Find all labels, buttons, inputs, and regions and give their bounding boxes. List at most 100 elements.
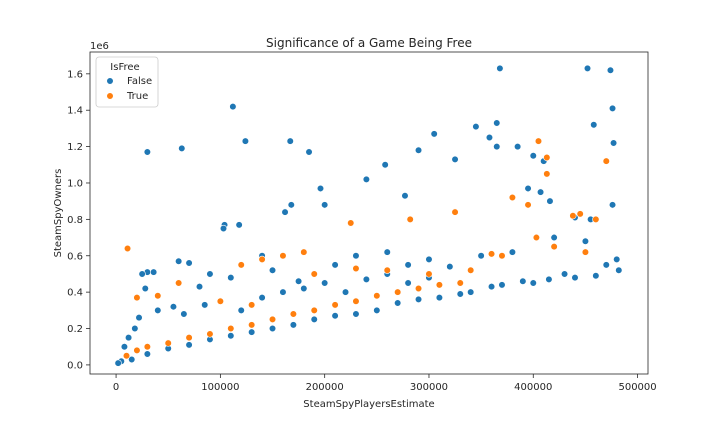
scatter-point-false (281, 208, 289, 216)
scatter-point-false (529, 279, 537, 287)
scatter-point-false (219, 224, 228, 233)
y-tick-label: 0.4 (67, 288, 83, 299)
scatter-point-true (467, 266, 475, 274)
y-offset-label: 1e6 (90, 41, 109, 52)
scatter-point-false (294, 277, 303, 285)
scatter-point-true (498, 252, 506, 260)
scatter-point-false (154, 306, 162, 314)
scatter-point-false (608, 104, 617, 112)
scatter-point-false (615, 266, 623, 274)
scatter-point-true (451, 208, 459, 216)
scatter-point-false (279, 288, 287, 296)
scatter-point-false (150, 268, 158, 276)
scatter-point-false (425, 255, 433, 263)
scatter-point-true (569, 212, 577, 220)
scatter-point-false (414, 146, 423, 154)
scatter-point-true (258, 255, 266, 263)
scatter-point-false (477, 252, 485, 260)
scatter-point-false (493, 142, 501, 151)
x-tick-label: 200000 (306, 382, 344, 393)
scatter-point-false (321, 279, 329, 287)
scatter-point-false (316, 184, 325, 193)
scatter-point-false (141, 284, 149, 293)
scatter-point-false (383, 248, 391, 256)
scatter-point-false (583, 64, 592, 72)
scatter-point-false (305, 148, 313, 156)
y-tick-label: 0.2 (67, 324, 83, 335)
scatter-point-true (602, 157, 610, 165)
plot-frame (89, 51, 649, 375)
scatter-point-false (143, 350, 151, 358)
scatter-point-false (227, 332, 235, 340)
scatter-point-true (534, 137, 543, 145)
y-tick-label: 1.4 (67, 106, 83, 117)
scatter-point-false (546, 197, 554, 205)
scatter-point-false (414, 295, 423, 304)
scatter-point-true (216, 297, 224, 305)
scatter-point-false (571, 273, 579, 282)
scatter-point-true (237, 261, 245, 269)
scatter-point-false (289, 321, 297, 329)
x-tick-label: 100000 (201, 382, 239, 393)
scatter-point-false (287, 201, 295, 209)
scatter-point-false (300, 284, 308, 293)
scatter-point-false (178, 144, 186, 153)
scatter-point-false (485, 133, 494, 142)
scatter-point-true (154, 292, 162, 300)
scatter-point-false (613, 255, 621, 263)
scatter-point-false (362, 175, 370, 183)
scatter-point-false (373, 306, 381, 314)
scatter-point-false (472, 122, 480, 131)
scatter-point-false (237, 306, 245, 314)
y-tick-label: 1.6 (67, 69, 83, 80)
legend: IsFree False True (95, 56, 159, 108)
scatter-point-false (404, 279, 412, 287)
scatter-point-true (289, 310, 297, 318)
y-tick-label: 1.0 (67, 178, 83, 189)
scatter-point-true (310, 270, 318, 278)
scatter-point-false (446, 263, 454, 271)
scatter-point-false (602, 261, 610, 269)
scatter-point-true (352, 297, 360, 305)
scatter-point-false (310, 315, 318, 324)
scatter-point-false (331, 312, 339, 320)
scatter-point-false (352, 310, 360, 318)
scatter-point-false (451, 155, 459, 163)
scatter-point-true (279, 252, 287, 260)
scatter-point-false (529, 152, 537, 160)
scatter-point-true (581, 248, 590, 256)
scatter-point-true (133, 293, 141, 302)
scatter-point-true (592, 215, 600, 223)
scatter-point-true (268, 315, 277, 324)
y-axis-label: SteamSpyOwners (53, 169, 64, 258)
scatter-point-false (195, 283, 204, 291)
legend-marker-true (106, 92, 114, 100)
scatter-point-false (143, 148, 151, 156)
scatter-point-false (496, 64, 504, 72)
scatter-point-true (524, 201, 532, 209)
scatter-point-true (576, 210, 584, 218)
scatter-point-false (268, 324, 277, 333)
y-axis: 0.0 0.2 0.4 0.6 0.8 1.0 1.2 1.4 1.6 (67, 69, 90, 371)
scatter-point-true (206, 330, 214, 338)
x-tick-label: 400000 (514, 382, 552, 393)
scatter-point-true (456, 279, 464, 287)
scatter-point-false (493, 119, 501, 127)
scatter-point-false (560, 270, 569, 278)
scatter-point-true (175, 279, 183, 287)
scatter-point-true (300, 248, 308, 256)
scatter-point-true (550, 243, 558, 251)
x-tick-label: 500000 (618, 382, 656, 393)
scatter-point-true (543, 170, 551, 178)
scatter-point-false (128, 355, 136, 364)
scatter-point-false (590, 121, 598, 129)
legend-label-true: True (126, 91, 148, 102)
scatter-point-false (248, 328, 256, 336)
scatter-point-false (362, 275, 370, 284)
scatter-point-false (235, 221, 243, 229)
scatter-point-false (435, 293, 444, 302)
scatter-point-true (487, 250, 496, 258)
scatter-point-false (258, 293, 266, 302)
scatter-point-false (487, 283, 496, 291)
scatter-point-false (169, 303, 178, 311)
